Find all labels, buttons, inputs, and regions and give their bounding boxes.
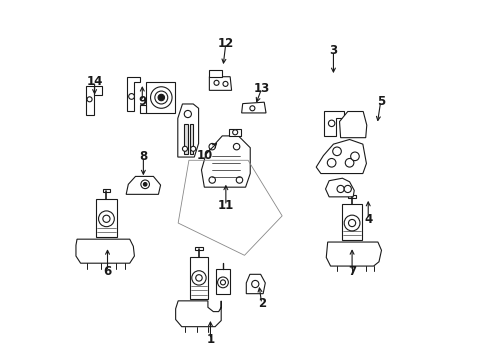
Circle shape <box>336 185 344 193</box>
Polygon shape <box>189 257 208 299</box>
Circle shape <box>195 275 202 281</box>
Circle shape <box>236 177 242 183</box>
Circle shape <box>232 130 237 135</box>
Circle shape <box>223 81 227 86</box>
Circle shape <box>99 211 114 227</box>
Circle shape <box>158 94 164 101</box>
Circle shape <box>150 87 172 108</box>
Polygon shape <box>85 86 94 115</box>
Circle shape <box>208 143 215 150</box>
Circle shape <box>190 146 195 151</box>
Polygon shape <box>316 139 366 174</box>
Circle shape <box>346 119 359 132</box>
Polygon shape <box>209 69 222 77</box>
Text: 6: 6 <box>103 265 111 278</box>
Polygon shape <box>229 129 241 136</box>
Polygon shape <box>76 239 134 263</box>
Circle shape <box>191 271 206 285</box>
Circle shape <box>208 177 215 183</box>
Bar <box>102 189 110 192</box>
Circle shape <box>182 146 187 151</box>
Polygon shape <box>241 102 265 113</box>
Bar <box>195 247 202 249</box>
Polygon shape <box>96 199 117 237</box>
Circle shape <box>344 215 359 231</box>
Circle shape <box>184 111 191 118</box>
Polygon shape <box>216 269 229 294</box>
Circle shape <box>349 122 355 128</box>
Polygon shape <box>246 274 265 294</box>
Polygon shape <box>175 301 221 327</box>
Circle shape <box>251 280 258 288</box>
Circle shape <box>233 143 239 150</box>
Polygon shape <box>201 136 250 187</box>
Polygon shape <box>339 112 366 138</box>
Text: 9: 9 <box>138 95 146 108</box>
Polygon shape <box>127 77 140 111</box>
Text: 2: 2 <box>257 297 265 310</box>
Text: 8: 8 <box>139 150 147 163</box>
Circle shape <box>87 97 92 102</box>
Circle shape <box>217 277 228 288</box>
Circle shape <box>342 114 363 136</box>
Circle shape <box>328 120 334 127</box>
Circle shape <box>141 180 149 189</box>
Polygon shape <box>209 77 231 90</box>
Circle shape <box>128 94 134 99</box>
Text: 1: 1 <box>206 333 214 346</box>
Circle shape <box>344 185 351 193</box>
Circle shape <box>102 215 110 222</box>
Circle shape <box>350 152 359 161</box>
Text: 13: 13 <box>253 82 269 95</box>
Circle shape <box>326 158 335 167</box>
Polygon shape <box>341 204 362 240</box>
Polygon shape <box>178 104 198 157</box>
Text: 3: 3 <box>329 44 337 57</box>
Polygon shape <box>325 242 381 266</box>
Text: 7: 7 <box>347 265 355 278</box>
Polygon shape <box>184 124 187 154</box>
Circle shape <box>143 183 147 186</box>
Circle shape <box>345 158 353 167</box>
Circle shape <box>348 220 355 226</box>
Circle shape <box>220 280 225 285</box>
Circle shape <box>155 91 167 104</box>
Polygon shape <box>189 124 193 154</box>
Polygon shape <box>126 176 160 194</box>
Text: 4: 4 <box>364 213 371 226</box>
Circle shape <box>249 106 254 111</box>
Text: 12: 12 <box>217 36 233 50</box>
Text: 10: 10 <box>196 149 212 162</box>
Circle shape <box>332 147 341 156</box>
Text: 14: 14 <box>86 75 102 88</box>
Polygon shape <box>325 178 353 197</box>
Text: 5: 5 <box>376 95 384 108</box>
Polygon shape <box>324 111 344 136</box>
Polygon shape <box>140 105 145 113</box>
Circle shape <box>214 80 219 85</box>
Bar <box>348 195 355 198</box>
Text: 11: 11 <box>217 199 233 212</box>
Polygon shape <box>145 82 174 113</box>
Polygon shape <box>94 86 102 95</box>
